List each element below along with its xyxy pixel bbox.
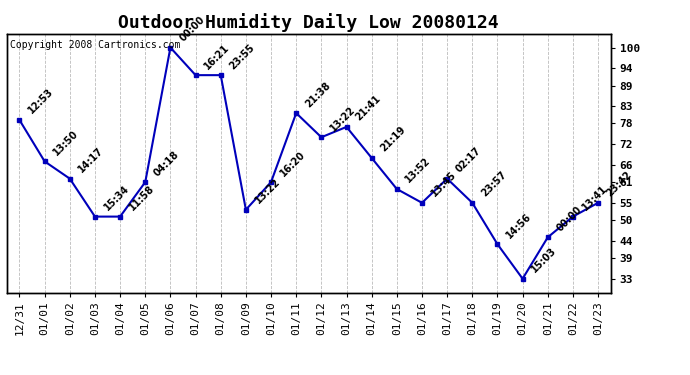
Text: 21:41: 21:41 bbox=[353, 94, 382, 123]
Text: 16:20: 16:20 bbox=[278, 149, 307, 178]
Text: 11:58: 11:58 bbox=[127, 183, 156, 212]
Text: 13:22: 13:22 bbox=[253, 177, 282, 206]
Text: 21:19: 21:19 bbox=[379, 125, 408, 154]
Text: 00:00: 00:00 bbox=[177, 14, 206, 44]
Text: 02:17: 02:17 bbox=[454, 146, 483, 174]
Text: 16:21: 16:21 bbox=[203, 42, 232, 71]
Text: Copyright 2008 Cartronics.com: Copyright 2008 Cartronics.com bbox=[10, 40, 180, 50]
Text: 15:03: 15:03 bbox=[529, 246, 558, 274]
Text: 12:53: 12:53 bbox=[26, 87, 55, 116]
Text: 23:55: 23:55 bbox=[228, 42, 257, 71]
Text: 13:22: 13:22 bbox=[328, 104, 357, 133]
Text: 21:38: 21:38 bbox=[303, 80, 332, 109]
Text: 13:45: 13:45 bbox=[429, 170, 458, 199]
Text: 13:52: 13:52 bbox=[404, 156, 433, 185]
Text: 04:18: 04:18 bbox=[152, 149, 181, 178]
Text: 13:41: 13:41 bbox=[580, 183, 609, 212]
Text: 15:34: 15:34 bbox=[102, 183, 131, 212]
Text: 23:57: 23:57 bbox=[480, 170, 509, 199]
Title: Outdoor Humidity Daily Low 20080124: Outdoor Humidity Daily Low 20080124 bbox=[119, 13, 499, 32]
Text: 14:56: 14:56 bbox=[504, 211, 533, 240]
Text: 00:00: 00:00 bbox=[555, 204, 584, 233]
Text: 23:42: 23:42 bbox=[605, 170, 634, 199]
Text: 14:17: 14:17 bbox=[77, 146, 106, 174]
Text: 13:50: 13:50 bbox=[52, 128, 81, 157]
